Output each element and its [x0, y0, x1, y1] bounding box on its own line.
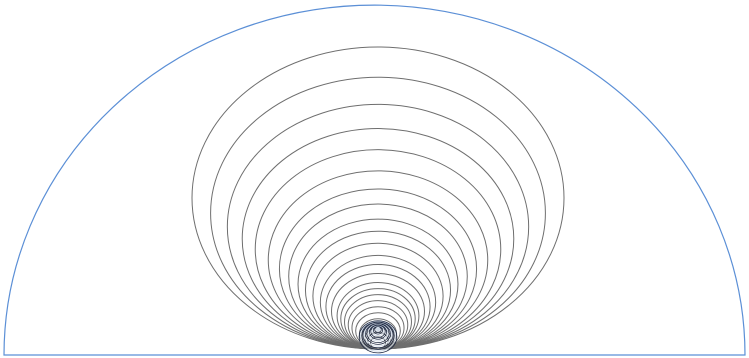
- core-ring: [363, 322, 393, 347]
- core-ring: [371, 325, 385, 337]
- contour-ellipse: [241, 128, 515, 350]
- contour-ellipse: [304, 230, 452, 350]
- contour-ellipse: [191, 46, 565, 350]
- core-ring: [369, 324, 387, 340]
- semicircle-boundary: [3, 4, 746, 356]
- core-ring: [366, 323, 390, 344]
- core-ring: [370, 324, 386, 338]
- contour-ellipse: [370, 336, 386, 350]
- contour-ellipse: [319, 254, 437, 350]
- core-ring: [358, 320, 398, 354]
- core-ring: [365, 322, 391, 345]
- core-cluster: [358, 320, 398, 354]
- core-ring: [362, 321, 394, 349]
- contour-ellipse: [312, 242, 444, 350]
- core-ring: [359, 320, 396, 352]
- contour-ellipse: [210, 76, 546, 350]
- core-ring: [367, 323, 389, 342]
- core-center-dot: [375, 326, 381, 332]
- contour-group: [191, 46, 565, 350]
- core-ring: [374, 326, 382, 333]
- core-ring: [361, 321, 395, 350]
- core-ring: [372, 325, 383, 335]
